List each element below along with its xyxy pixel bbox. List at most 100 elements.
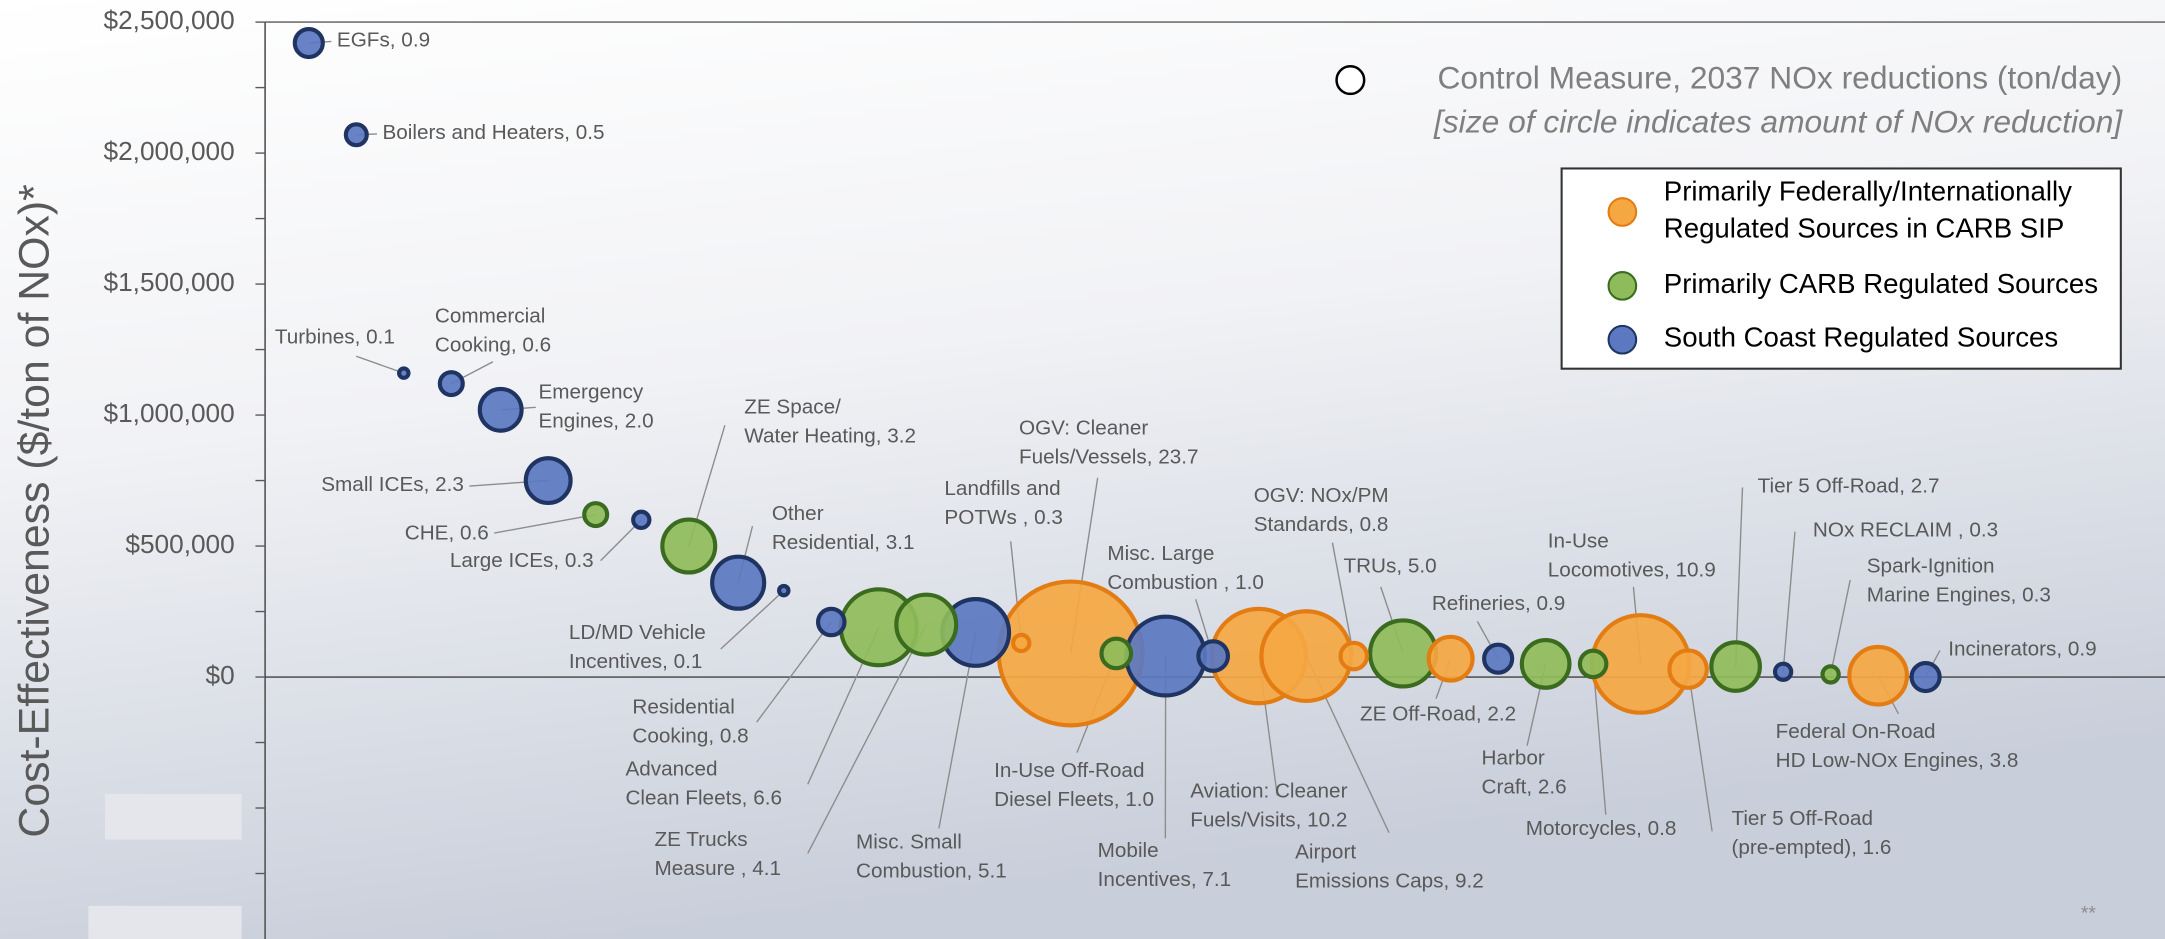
point-label: Other Residential, 3.1 <box>772 503 915 555</box>
point-label-line: CHE, 0.6 <box>405 522 489 545</box>
bubble <box>631 509 652 531</box>
point-label-line: Clean Fleets, 6.6 <box>625 787 782 810</box>
y-tick-label: $1,000,000 <box>103 398 234 428</box>
point-label: TRUs, 5.0 <box>1343 555 1436 578</box>
leader-line <box>356 355 405 374</box>
bubble <box>582 501 610 529</box>
point-label-line: Combustion , 1.0 <box>1107 572 1264 595</box>
point-label-line: OGV: Cleaner <box>1019 417 1148 440</box>
point-label-line: OGV: NOx/PM <box>1254 485 1389 508</box>
leader-line <box>494 513 596 534</box>
legend-label: Primarily Federally/Internationally Regul… <box>1664 176 2072 244</box>
point-label: Large ICEs, 0.3 <box>450 549 594 572</box>
point-label: NOx RECLAIM , 0.3 <box>1813 519 1998 542</box>
legend: Primarily Federally/Internationally Regul… <box>1607 176 2098 355</box>
point-label-line: Refineries, 0.9 <box>1432 592 1565 615</box>
legend-label-line: Primarily CARB Regulated Sources <box>1664 268 2098 299</box>
point-label: Refineries, 0.9 <box>1432 592 1565 615</box>
leader-line <box>1592 663 1607 815</box>
bubble <box>815 606 847 638</box>
point-label-line: Tier 5 Off-Road, 2.7 <box>1758 475 1940 498</box>
bubble <box>1519 638 1572 690</box>
point-label: Turbines, 0.1 <box>275 326 395 349</box>
point-label: In-Use Locomotives, 10.9 <box>1548 530 1716 582</box>
point-label-line: Incinerators, 0.9 <box>1948 638 2096 661</box>
bubble <box>1667 648 1709 690</box>
bubble <box>710 554 767 611</box>
point-label-line: Residential <box>632 696 734 719</box>
point-label-line: Fuels/Vessels, 23.7 <box>1019 446 1199 469</box>
point-label-line: Craft, 2.6 <box>1482 776 1567 799</box>
point-label: ZE Space/Water Heating, 3.2 <box>744 396 916 448</box>
point-label-line: Standards, 0.8 <box>1254 514 1389 537</box>
decor-box <box>88 905 242 939</box>
point-label: Tier 5 Off-Road, 2.7 <box>1758 475 1940 498</box>
bubble <box>1368 618 1439 689</box>
point-label: Landfills and POTWs , 0.3 <box>944 478 1062 530</box>
bubble <box>1259 609 1354 703</box>
point-label-line: (pre-empted), 1.6 <box>1731 837 1891 860</box>
bubble <box>1482 642 1515 675</box>
point-label: Boilers and Heaters, 0.5 <box>382 121 604 144</box>
point-label-line: Boilers and Heaters, 0.5 <box>382 121 604 144</box>
point-label-line: Mobile <box>1098 839 1159 862</box>
leaders <box>308 40 1941 854</box>
point-label-line: Water Heating, 3.2 <box>744 425 916 448</box>
point-label-line: ZE Trucks <box>654 828 747 851</box>
leader-line <box>720 590 785 650</box>
bubble <box>1011 632 1032 654</box>
point-label: OGV: Cleaner Fuels/Vessels, 23.7 <box>1019 417 1199 469</box>
point-label: Motorcycles, 0.8 <box>1526 817 1677 840</box>
point-label: LD/MD Vehicle Incentives, 0.1 <box>569 621 706 673</box>
legend-label: South Coast Regulated Sources <box>1664 322 2058 353</box>
point-label-line: Fuels/Visits, 10.2 <box>1190 809 1347 832</box>
y-tick-label: $0 <box>206 660 235 690</box>
point-label-line: Advanced <box>625 758 717 781</box>
bubble <box>660 517 718 575</box>
point-label-line: Aviation: Cleaner <box>1190 780 1347 803</box>
point-label-line: Engines, 2.0 <box>538 410 653 433</box>
point-label: Harbor Craft, 2.6 <box>1482 747 1567 799</box>
decor-box <box>104 794 242 840</box>
point-label: EGFs, 0.9 <box>337 29 430 52</box>
point-label: Small ICEs, 2.3 <box>321 474 464 497</box>
point-label: Misc. Small Combustion, 5.1 <box>856 831 1007 883</box>
point-label-line: Turbines, 0.1 <box>275 326 395 349</box>
point-label-line: Harbor <box>1482 747 1545 770</box>
point-label-line: Residential, 3.1 <box>772 532 915 555</box>
point-label: Emergency Engines, 2.0 <box>538 381 653 433</box>
bubble <box>1099 636 1134 671</box>
y-tick-label: $2,500,000 <box>103 5 234 35</box>
point-label-line: ZE Space/ <box>744 396 841 419</box>
point-label: CHE, 0.6 <box>405 522 489 545</box>
bubble <box>1124 614 1208 698</box>
legend-label: Primarily CARB Regulated Sources <box>1664 268 2098 299</box>
bubbles <box>292 26 1942 728</box>
legend-title: Control Measure, 2037 NOx reductions (to… <box>1438 59 2123 95</box>
point-label-line: In-Use Off-Road <box>994 759 1144 782</box>
footnote: ** <box>2081 903 2097 924</box>
legend-swatch <box>1607 324 1638 355</box>
point-label-line: Diesel Fleets, 1.0 <box>994 788 1154 811</box>
legend-label-line: South Coast Regulated Sources <box>1664 322 2058 353</box>
leader-line <box>1331 542 1355 657</box>
leader-line <box>756 621 832 723</box>
point-label: Aviation: Cleaner Fuels/Visits, 10.2 <box>1190 780 1347 832</box>
legend-label-line: Primarily Federally/Internationally <box>1664 176 2072 207</box>
point-label-line: Other <box>772 503 824 526</box>
point-label-line: In-Use <box>1548 530 1609 553</box>
legend-subtitle: [size of circle indicates amount of NOx … <box>1433 104 2123 140</box>
point-label-line: Small ICEs, 2.3 <box>321 474 464 497</box>
legend-swatch <box>1607 197 1638 227</box>
point-label: Spark-Ignition Marine Engines, 0.3 <box>1867 555 2051 607</box>
bubble <box>777 583 791 598</box>
legend-swatch <box>1607 270 1638 301</box>
point-label-line: Tier 5 Off-Road <box>1731 808 1873 831</box>
bubble <box>1338 640 1370 672</box>
labels: Landfills and POTWs , 0.3 OGV: Cleaner Fuel… <box>275 29 2097 893</box>
point-label-line: Large ICEs, 0.3 <box>450 549 594 572</box>
point-label: Misc. Large Combustion , 1.0 <box>1107 543 1264 595</box>
point-label-line: Emissions Caps, 9.2 <box>1295 870 1484 893</box>
